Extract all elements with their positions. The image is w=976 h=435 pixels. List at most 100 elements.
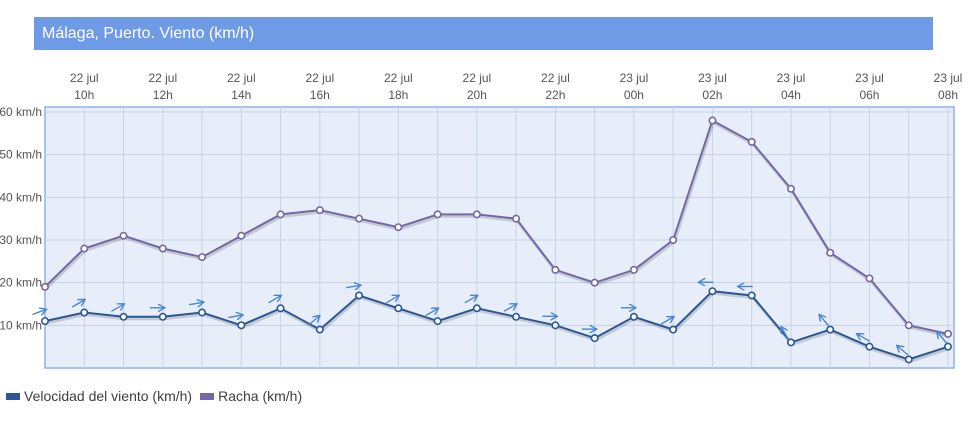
data-point-speed (80, 308, 89, 317)
data-point-speed (669, 325, 678, 334)
data-point-gust (708, 116, 717, 125)
data-point-speed (472, 304, 481, 313)
data-point-gust (551, 265, 560, 274)
data-point-gust (355, 214, 364, 223)
x-tick-date-label: 23 jul (698, 71, 727, 85)
x-tick-date-label: 22 jul (227, 71, 256, 85)
x-tick-date-label: 23 jul (934, 71, 963, 85)
data-point-speed (355, 291, 364, 300)
x-tick-date-label: 23 jul (620, 71, 649, 85)
data-point-gust (433, 210, 442, 219)
wind-direction-arrow (464, 296, 477, 304)
data-point-speed (943, 342, 952, 351)
wind-direction-arrow (938, 332, 948, 344)
y-tick-label: 30 km/h (0, 233, 42, 247)
y-tick-label: 10 km/h (0, 318, 42, 332)
x-tick-hour-label: 16h (310, 88, 330, 102)
legend-label-speed: Velocidad del viento (km/h) (24, 388, 193, 404)
data-point-gust (158, 244, 167, 253)
x-tick-date-label: 22 jul (148, 71, 177, 85)
x-tick-date-label: 23 jul (855, 71, 884, 85)
data-point-gust (629, 265, 638, 274)
data-point-speed (865, 342, 874, 351)
y-tick-label: 60 km/h (0, 105, 42, 119)
x-tick-hour-label: 14h (231, 88, 251, 102)
data-point-speed (198, 308, 207, 317)
wind-direction-arrow (346, 285, 360, 287)
data-point-speed (512, 312, 521, 321)
legend-swatch-speed (6, 392, 20, 400)
chart-title: Málaga, Puerto. Viento (km/h) (34, 17, 933, 50)
plot-area (44, 106, 955, 369)
data-point-speed (786, 338, 795, 347)
x-tick-date-label: 22 jul (463, 71, 492, 85)
y-tick-label: 50 km/h (0, 148, 42, 162)
x-tick-hour-label: 04h (781, 88, 801, 102)
x-tick-date-label: 22 jul (541, 71, 570, 85)
legend: Velocidad del viento (km/h) Racha (km/h) (6, 388, 310, 404)
wind-direction-arrow (503, 304, 516, 312)
data-point-speed (590, 334, 599, 343)
data-point-speed (747, 291, 756, 300)
data-point-gust (943, 329, 952, 338)
data-point-gust (865, 274, 874, 283)
data-point-gust (80, 244, 89, 253)
data-point-speed (904, 355, 913, 364)
wind-direction-arrow (820, 315, 830, 327)
legend-swatch-gust (200, 392, 215, 400)
x-tick-hour-label: 08h (938, 88, 958, 102)
legend-item-speed[interactable]: Velocidad del viento (km/h) (6, 388, 192, 404)
y-tick-label: 20 km/h (0, 276, 42, 290)
wind-direction-arrow (308, 316, 320, 326)
data-point-gust (237, 231, 246, 240)
data-point-gust (904, 321, 913, 330)
x-tick-hour-label: 00h (624, 88, 644, 102)
wind-direction-arrow (228, 315, 242, 317)
wind-direction-arrow (71, 300, 84, 308)
series-line-speed (44, 290, 949, 361)
y-tick-label: 40 km/h (0, 190, 42, 204)
data-point-gust (119, 231, 128, 240)
data-point-gust (747, 137, 756, 146)
data-point-speed (394, 304, 403, 313)
x-tick-hour-label: 20h (467, 88, 487, 102)
x-tick-hour-label: 10h (74, 88, 94, 102)
x-tick-date-label: 22 jul (384, 71, 413, 85)
x-tick-date-label: 22 jul (305, 71, 334, 85)
series-line-gust (44, 119, 949, 335)
x-tick-date-label: 22 jul (70, 71, 99, 85)
x-tick-hour-label: 02h (702, 88, 722, 102)
data-point-gust (198, 253, 207, 262)
data-point-speed (119, 312, 128, 321)
data-point-speed (629, 312, 638, 321)
data-point-speed (826, 325, 835, 334)
legend-item-gust[interactable]: Racha (km/h) (200, 388, 302, 404)
data-point-speed (315, 325, 324, 334)
data-point-speed (551, 321, 560, 330)
wind-direction-arrow (32, 310, 45, 315)
x-tick-date-label: 23 jul (777, 71, 806, 85)
wind-direction-arrow (782, 327, 790, 340)
data-point-speed (276, 304, 285, 313)
data-point-gust (786, 184, 795, 193)
data-point-gust (669, 236, 678, 245)
data-point-gust (512, 214, 521, 223)
data-point-speed (237, 321, 246, 330)
x-tick-hour-label: 12h (153, 88, 173, 102)
data-point-speed (40, 317, 49, 326)
data-point-gust (472, 210, 481, 219)
wind-direction-arrow (425, 309, 438, 317)
data-point-gust (826, 248, 835, 257)
data-point-gust (590, 278, 599, 287)
wind-direction-arrow (857, 334, 870, 342)
wind-direction-arrow (660, 317, 673, 325)
data-point-speed (433, 317, 442, 326)
x-tick-hour-label: 18h (388, 88, 408, 102)
wind-direction-arrow (268, 296, 281, 304)
data-point-gust (276, 210, 285, 219)
data-point-gust (394, 223, 403, 232)
x-tick-hour-label: 22h (545, 88, 565, 102)
wind-direction-arrow (188, 302, 203, 304)
series-shadow-speed (45, 291, 950, 364)
